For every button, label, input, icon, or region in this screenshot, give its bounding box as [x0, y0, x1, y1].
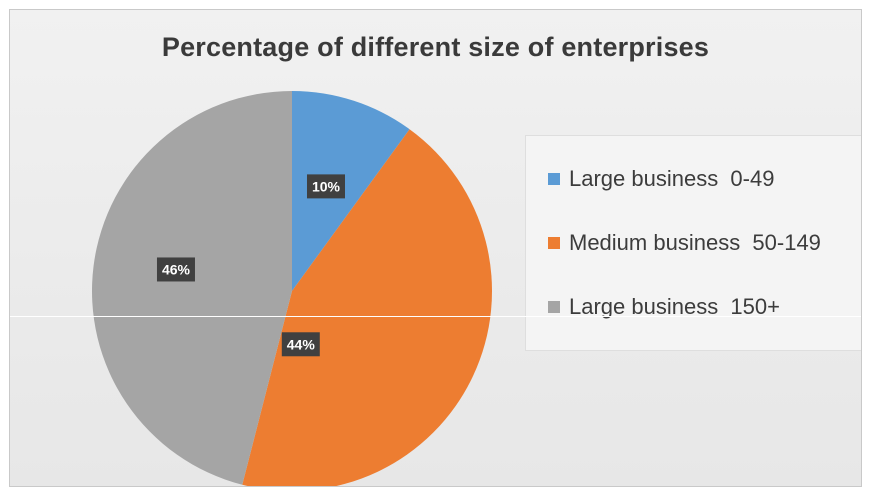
pie-slices — [92, 90, 492, 486]
pie-slice-1 — [242, 129, 492, 486]
divider-line — [10, 316, 861, 317]
data-label-box-1 — [281, 332, 320, 357]
chart-title: Percentage of different size of enterpri… — [161, 32, 710, 62]
legend-swatch-1 — [548, 237, 560, 249]
pie-data-labels: 10% 44% 46% — [156, 174, 345, 357]
pie-slice-0 — [292, 91, 410, 291]
legend-label-0: Large business 0-49 — [569, 166, 775, 191]
data-label-2: 46% — [162, 261, 191, 277]
legend-item-2: Large business 150+ — [548, 294, 780, 320]
legend: Large business 0-49 Medium business 50-1… — [525, 135, 861, 351]
legend-label-2: Large business 150+ — [569, 294, 780, 319]
data-label-1: 44% — [287, 336, 316, 352]
data-label-0: 10% — [312, 178, 341, 194]
pie-slice-2 — [92, 90, 292, 485]
legend-item-1: Medium business 50-149 — [548, 230, 821, 256]
legend-swatch-2 — [548, 301, 560, 313]
legend-swatch-0 — [548, 173, 560, 185]
pie-chart: 10% 44% 46% — [92, 90, 492, 486]
data-label-box-2 — [156, 257, 195, 282]
chart-area: Percentage of different size of enterpri… — [9, 9, 862, 487]
data-label-box-0 — [306, 174, 345, 199]
legend-item-0: Large business 0-49 — [548, 166, 774, 192]
legend-label-1: Medium business 50-149 — [569, 230, 821, 255]
